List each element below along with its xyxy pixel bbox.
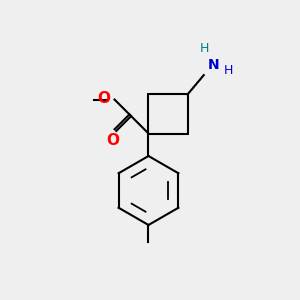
Text: H: H: [224, 64, 233, 77]
Text: O: O: [98, 91, 110, 106]
Text: H: H: [200, 42, 209, 55]
Text: O: O: [106, 134, 119, 148]
Text: N: N: [207, 58, 219, 72]
